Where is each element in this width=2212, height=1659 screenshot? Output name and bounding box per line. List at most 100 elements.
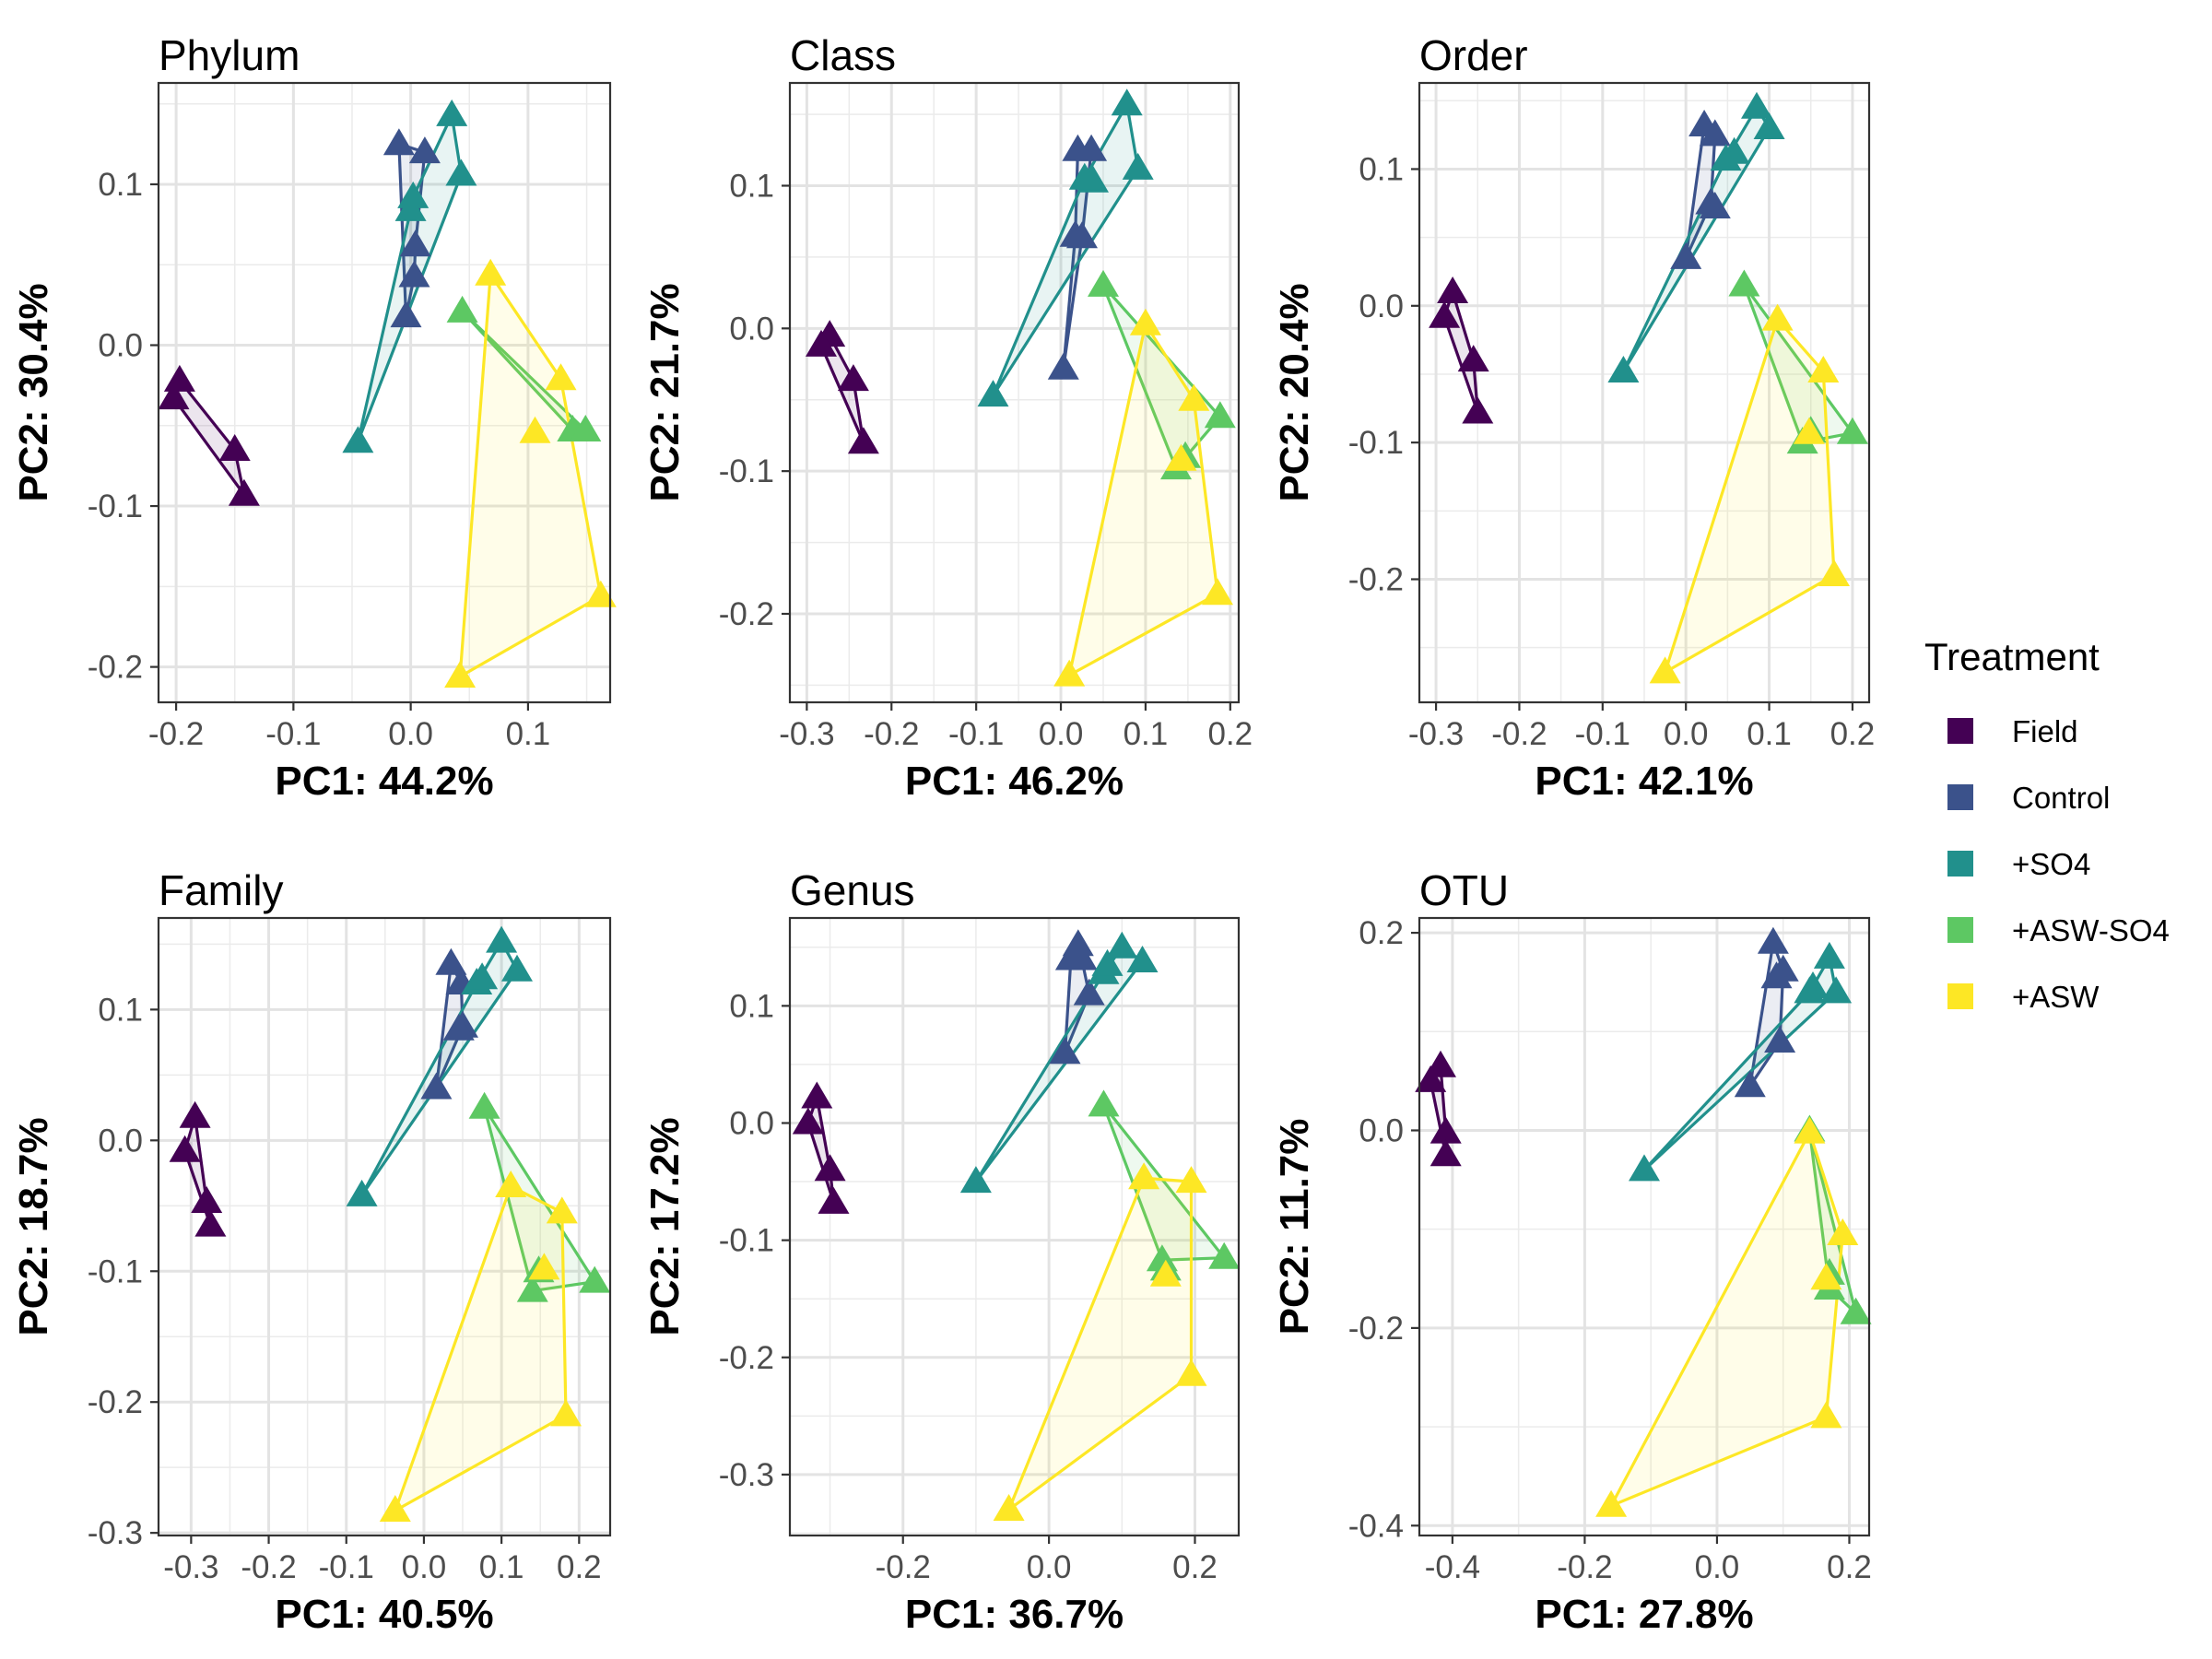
- data-point-Control: [1699, 119, 1731, 147]
- data-point-+ASW: [1810, 1401, 1842, 1429]
- y-tick-label: 0.0: [98, 1123, 143, 1159]
- data-point-Field: [194, 1209, 227, 1237]
- data-point-Control: [435, 947, 467, 975]
- data-point-+ASW: [1807, 356, 1840, 382]
- legend-swatch: [1947, 983, 1973, 1009]
- legend-swatch: [1947, 851, 1973, 877]
- data-point-+SO4: [1126, 946, 1159, 972]
- grid: [1419, 918, 1869, 1535]
- x-tick-label: -0.1: [319, 1549, 374, 1585]
- y-axis-label: PC2: 21.7%: [642, 283, 688, 501]
- x-tick-label: 0.2: [1830, 716, 1876, 752]
- grid: [1419, 83, 1869, 702]
- data-point-+ASW: [1761, 303, 1794, 331]
- data-point-+SO4: [1122, 152, 1154, 180]
- data-point-Field: [163, 364, 195, 392]
- data-marks: [158, 99, 617, 688]
- data-point-Field: [1457, 345, 1489, 372]
- hull-+ASW-SO4: [1807, 1128, 1858, 1315]
- data-point-Control: [420, 1072, 453, 1100]
- plot-background: [1419, 918, 1869, 1535]
- panel-family: -0.3 -0.2 -0.1 0.0 0.1 0.2 -0.3 -0.2 -0.1 0.0 0.1 F…: [11, 866, 612, 1637]
- legend-item: Control: [1947, 781, 2110, 815]
- data-point-+SO4: [501, 954, 533, 982]
- legend-title: Treatment: [1924, 635, 2100, 678]
- data-point-+ASW: [1794, 1116, 1826, 1144]
- data-point-Field: [1430, 1116, 1462, 1144]
- data-point-Control: [442, 1013, 475, 1041]
- panel-border: [157, 81, 612, 704]
- y-tick-label: 0.0: [729, 311, 774, 347]
- x-tick-label: -0.2: [148, 716, 204, 752]
- grid: [159, 83, 610, 702]
- data-point-+ASW: [1053, 659, 1086, 687]
- data-point-+SO4: [397, 181, 429, 208]
- x-axis: -0.3 -0.2 -0.1 0.0 0.1 0.2: [779, 702, 1253, 752]
- data-point-+ASW: [550, 1399, 582, 1427]
- x-tick-label: 0.1: [1124, 716, 1169, 752]
- x-axis-label: PC1: 27.8%: [1535, 1592, 1753, 1637]
- data-point-+SO4: [1820, 976, 1853, 1004]
- y-tick-label: 0.1: [98, 167, 143, 203]
- data-point-+ASW: [1810, 1263, 1842, 1290]
- legend-label: Field: [2012, 714, 2078, 748]
- data-point-+SO4: [959, 1166, 992, 1194]
- data-point-+SO4: [1629, 1154, 1660, 1182]
- legend-swatch: [1947, 784, 1973, 810]
- data-point-+ASW-SO4: [1836, 417, 1868, 444]
- data-point-+ASW-SO4: [516, 1275, 548, 1302]
- y-axis: -0.2 -0.1 0.0 0.1: [88, 167, 159, 686]
- y-tick-label: -0.2: [1348, 1311, 1404, 1347]
- x-tick-label: 0.1: [479, 1549, 524, 1585]
- x-axis: -0.2 -0.1 0.0 0.1: [148, 702, 550, 752]
- data-point-+SO4: [1741, 91, 1772, 119]
- data-point-Control: [1670, 241, 1702, 269]
- y-tick-label: -0.2: [88, 1384, 143, 1420]
- data-point-Field: [818, 1186, 850, 1214]
- panel-class: -0.3 -0.2 -0.1 0.0 0.1 0.2 -0.2 -0.1 0.0 0.1 Class…: [642, 31, 1253, 804]
- y-tick-label: -0.1: [88, 488, 143, 524]
- panel-otu: -0.4 -0.2 0.0 0.2 -0.4 -0.2 0.0 0.2 OTU PC1: 27.8…: [1272, 866, 1872, 1637]
- y-tick-label: -0.3: [719, 1457, 774, 1493]
- data-point-Field: [218, 434, 251, 461]
- data-point-Control: [1073, 978, 1105, 1006]
- panel-title: Phylum: [159, 31, 300, 79]
- x-tick-label: -0.3: [163, 1549, 218, 1585]
- panel-border: [788, 81, 1241, 704]
- x-tick-label: 0.0: [1664, 716, 1709, 752]
- y-tick-label: 0.0: [1359, 288, 1404, 324]
- panel-border: [1418, 916, 1871, 1537]
- data-point-Field: [847, 427, 879, 454]
- data-point-+ASW: [1175, 1166, 1207, 1194]
- y-axis: -0.3 -0.2 -0.1 0.0 0.1: [719, 988, 790, 1493]
- x-axis: -0.3 -0.2 -0.1 0.0 0.1 0.2: [1408, 702, 1875, 752]
- y-tick-label: 0.1: [98, 992, 143, 1028]
- data-point-+ASW: [1178, 383, 1210, 411]
- data-point-+ASW-SO4: [570, 415, 602, 441]
- data-point-+SO4: [1710, 144, 1742, 171]
- data-point-Field: [1462, 396, 1494, 424]
- x-tick-label: 0.2: [1207, 716, 1253, 752]
- data-marks: [792, 929, 1241, 1521]
- data-point-+ASW-SO4: [1728, 269, 1760, 297]
- panel-border: [157, 916, 612, 1537]
- data-point-+SO4: [394, 194, 427, 221]
- data-point-+ASW: [546, 1196, 578, 1224]
- data-point-+ASW: [545, 363, 577, 391]
- panel-order: -0.3 -0.2 -0.1 0.0 0.1 0.2 -0.2 -0.1 0.0 0.1 Order…: [1272, 31, 1875, 804]
- data-point-+SO4: [1068, 162, 1100, 190]
- y-tick-label: -0.1: [88, 1253, 143, 1289]
- panel-title: Genus: [790, 866, 915, 914]
- data-point-Control: [1764, 1026, 1796, 1053]
- y-axis-label: PC2: 11.7%: [1272, 1119, 1317, 1335]
- plot-background: [790, 918, 1239, 1535]
- x-axis: -0.3 -0.2 -0.1 0.0 0.1 0.2: [163, 1535, 602, 1585]
- data-point-+SO4: [342, 426, 374, 453]
- data-point-+SO4: [1111, 88, 1143, 116]
- panel-border: [788, 916, 1241, 1537]
- y-tick-label: -0.1: [719, 1223, 774, 1259]
- data-point-+ASW-SO4: [1088, 269, 1119, 297]
- y-tick-label: 0.1: [1359, 151, 1404, 187]
- data-point-Control: [1760, 961, 1793, 989]
